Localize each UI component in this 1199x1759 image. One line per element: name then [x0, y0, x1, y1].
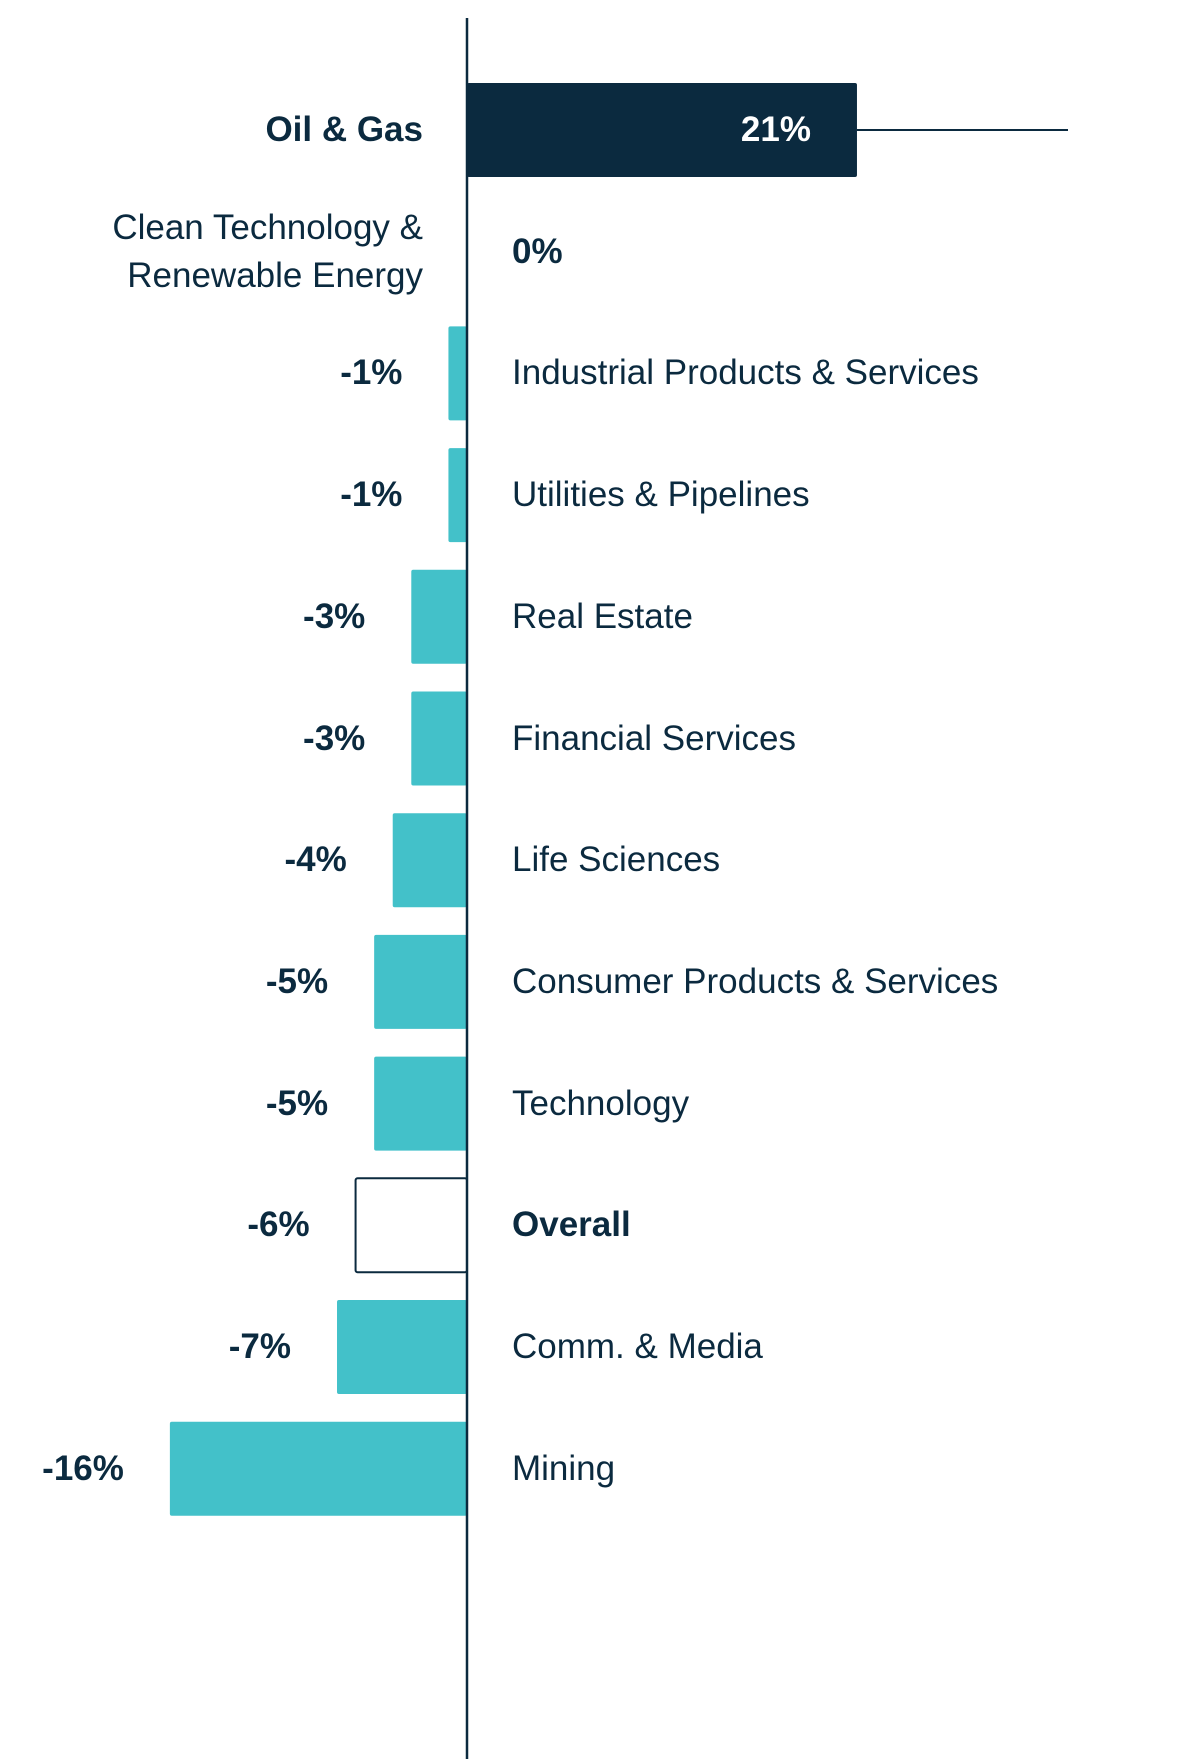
value-label: -5% [265, 961, 329, 1001]
category-label: Mining [512, 1448, 616, 1488]
category-label: Oil & Gas [265, 110, 423, 149]
bar [337, 1300, 467, 1394]
category-label: Utilities & Pipelines [512, 475, 810, 515]
bar [354, 1177, 468, 1274]
bar [411, 569, 467, 664]
category-label: Real Estate [512, 596, 693, 636]
value-label: -5% [265, 1083, 329, 1123]
category-label: Clean Technology & Renewable Energy [112, 207, 423, 295]
bar [448, 326, 467, 421]
value-label: 0% [512, 231, 563, 271]
bar [374, 1056, 467, 1151]
category-label: Financial Services [512, 718, 796, 758]
bar [169, 1421, 467, 1516]
category-label: Comm. & Media [512, 1327, 763, 1366]
value-label: -16% [42, 1448, 124, 1488]
value-label: -3% [303, 718, 366, 758]
bar [467, 83, 857, 177]
value-label: -1% [340, 353, 403, 393]
category-label: Industrial Products & Services [512, 353, 979, 393]
bar [374, 934, 467, 1029]
value-label: -7% [228, 1327, 292, 1366]
bar [448, 448, 467, 543]
category-label: Consumer Products & Services [512, 961, 999, 1001]
value-label: 21% [740, 110, 811, 149]
value-label: -4% [284, 840, 347, 880]
value-label: -1% [340, 475, 403, 515]
category-label: Overall [512, 1205, 631, 1245]
value-label: -6% [247, 1205, 310, 1245]
bar [392, 813, 467, 908]
category-label: Life Sciences [512, 840, 721, 880]
category-label: Technology [512, 1083, 690, 1123]
bar [411, 691, 467, 786]
value-label: -3% [303, 596, 366, 636]
